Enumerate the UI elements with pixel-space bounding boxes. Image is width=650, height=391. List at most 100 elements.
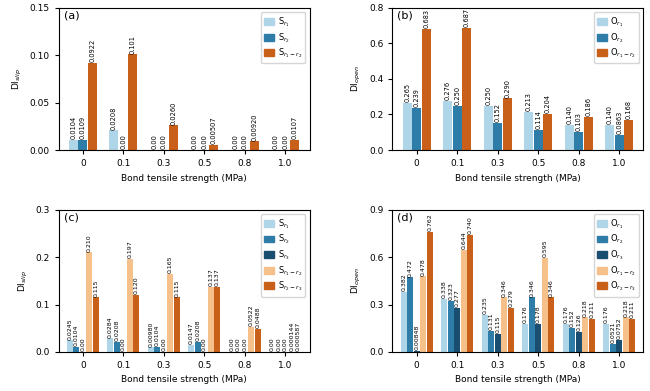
Text: 0.101: 0.101 <box>130 35 136 54</box>
Text: 0.0522: 0.0522 <box>249 305 254 326</box>
Bar <box>448 301 454 352</box>
Text: 0.00: 0.00 <box>121 337 126 351</box>
Text: 0.00: 0.00 <box>232 135 239 149</box>
Bar <box>86 252 92 352</box>
Text: 0.218: 0.218 <box>582 299 588 317</box>
Bar <box>107 339 113 352</box>
Bar <box>576 332 582 352</box>
Bar <box>454 308 460 352</box>
Bar <box>501 297 507 352</box>
Text: 0.140: 0.140 <box>566 106 572 124</box>
Text: 0.0284: 0.0284 <box>108 316 113 338</box>
Bar <box>541 258 547 352</box>
Text: 0.290: 0.290 <box>504 79 510 98</box>
Bar <box>248 327 254 352</box>
Text: 0.115: 0.115 <box>93 279 98 297</box>
Legend: O$_{r_1}$, O$_{r_2}$, O$_{r_1-r_2}$: O$_{r_1}$, O$_{r_2}$, O$_{r_1-r_2}$ <box>593 12 640 63</box>
Text: 0.338: 0.338 <box>442 280 447 298</box>
Text: 0.152: 0.152 <box>570 310 575 327</box>
Legend: S$_{r_1}$, S$_{r_2}$, S$_{r_3}$, S$_{r_1-r_2}$, S$_{r_2-r_3}$: S$_{r_1}$, S$_{r_2}$, S$_{r_3}$, S$_{r_1… <box>261 214 306 297</box>
Text: 0.00: 0.00 <box>192 135 198 149</box>
Text: 0.00848: 0.00848 <box>414 325 419 350</box>
Bar <box>441 298 447 352</box>
Text: (a): (a) <box>64 11 79 21</box>
Text: 0.0208: 0.0208 <box>114 320 120 341</box>
Text: 0.0752: 0.0752 <box>617 317 621 339</box>
Text: 0.103: 0.103 <box>576 112 582 131</box>
Text: 0.279: 0.279 <box>508 289 513 307</box>
Text: 0.740: 0.740 <box>468 217 473 234</box>
Bar <box>629 319 635 352</box>
Bar <box>575 132 583 150</box>
Bar <box>443 101 452 150</box>
Bar <box>79 140 87 150</box>
Text: 0.210: 0.210 <box>87 234 92 252</box>
Bar <box>488 331 494 352</box>
Bar <box>467 235 473 352</box>
Text: 0.176: 0.176 <box>604 306 609 323</box>
Bar <box>582 317 588 352</box>
Bar <box>543 114 552 150</box>
Text: 0.472: 0.472 <box>408 259 413 276</box>
Text: 0.00: 0.00 <box>120 135 126 149</box>
Text: 0.00: 0.00 <box>229 337 234 351</box>
Bar <box>610 344 616 352</box>
Bar <box>209 145 218 150</box>
Bar <box>73 347 79 352</box>
Bar <box>167 274 173 352</box>
Bar <box>525 112 533 150</box>
Bar <box>195 342 201 352</box>
Text: 0.137: 0.137 <box>208 269 213 286</box>
Bar <box>67 340 73 352</box>
Bar <box>401 292 407 352</box>
Text: 0.115: 0.115 <box>495 316 500 333</box>
Text: 0.211: 0.211 <box>589 300 594 318</box>
Text: 0.0104: 0.0104 <box>70 116 76 140</box>
Text: 0.00980: 0.00980 <box>148 321 153 346</box>
Bar <box>565 125 573 150</box>
Text: 0.176: 0.176 <box>523 306 528 323</box>
Text: 0.239: 0.239 <box>413 88 420 107</box>
Text: 0.250: 0.250 <box>454 86 460 105</box>
Text: 0.0104: 0.0104 <box>74 325 79 346</box>
Text: 0.000144: 0.000144 <box>289 322 294 351</box>
Bar <box>589 319 595 352</box>
Bar <box>208 287 214 352</box>
Text: 0.687: 0.687 <box>463 8 470 27</box>
Text: 0.00: 0.00 <box>242 337 247 351</box>
Bar <box>495 334 501 352</box>
Text: 0.0488: 0.0488 <box>255 307 260 328</box>
Bar <box>453 106 461 150</box>
Bar <box>493 123 502 150</box>
Bar <box>412 108 421 150</box>
Bar <box>529 297 535 352</box>
Text: 0.0208: 0.0208 <box>195 320 200 341</box>
Bar <box>109 130 118 150</box>
Y-axis label: DI$_{slip}$: DI$_{slip}$ <box>10 68 24 90</box>
Bar <box>624 120 633 150</box>
Text: 0.762: 0.762 <box>427 213 432 231</box>
Bar <box>133 295 139 352</box>
Y-axis label: DI$_{open}$: DI$_{open}$ <box>350 65 363 92</box>
Text: 0.0107: 0.0107 <box>292 116 298 139</box>
Text: 0.346: 0.346 <box>502 279 507 296</box>
Text: 0.00: 0.00 <box>202 135 207 149</box>
Text: (d): (d) <box>397 213 413 222</box>
Bar <box>88 63 97 150</box>
Text: 0.137: 0.137 <box>214 269 220 286</box>
Text: 0.186: 0.186 <box>585 97 591 116</box>
Text: 0.0109: 0.0109 <box>80 116 86 139</box>
Bar <box>93 298 99 352</box>
Text: 0.346: 0.346 <box>529 279 534 296</box>
Bar <box>615 135 623 150</box>
Y-axis label: DI$_{open}$: DI$_{open}$ <box>350 267 363 294</box>
X-axis label: Bond tensile strength (MPa): Bond tensile strength (MPa) <box>455 375 581 384</box>
Text: 0.00507: 0.00507 <box>211 117 216 145</box>
Text: 0.120: 0.120 <box>134 277 138 294</box>
Text: 0.197: 0.197 <box>127 240 132 258</box>
Bar <box>174 298 179 352</box>
Bar <box>603 324 609 352</box>
Text: 0.250: 0.250 <box>486 86 491 105</box>
Text: 0.0521: 0.0521 <box>610 321 615 343</box>
Text: 0.382: 0.382 <box>401 273 406 291</box>
